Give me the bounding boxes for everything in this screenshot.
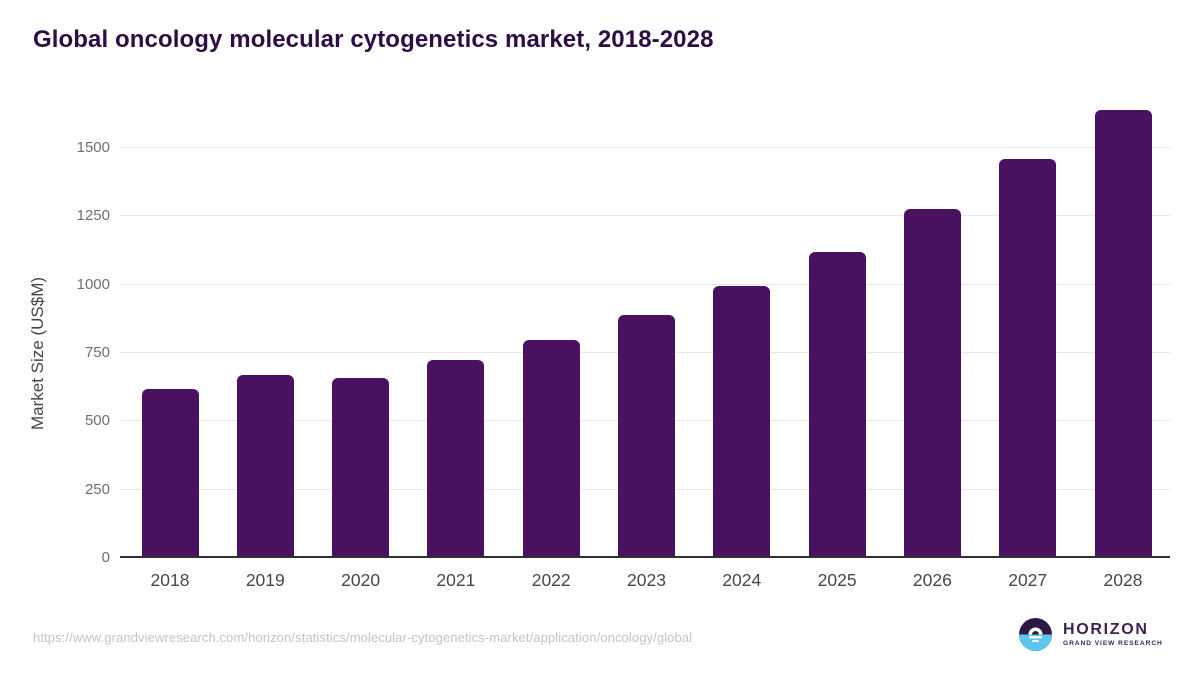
horizon-sun-icon [1019,618,1052,651]
x-tick-label-2025: 2025 [817,570,857,590]
x-tick-label-2028: 2028 [1103,570,1143,590]
x-axis-line [120,556,1170,558]
x-tick-label-2020: 2020 [341,570,381,590]
bar-2028 [1094,110,1152,557]
bar-2021 [427,360,485,557]
logo-text: HORIZON GRAND VIEW RESEARCH [1063,621,1163,648]
bar-2025 [808,252,866,557]
x-tick-label-2023: 2023 [627,570,666,590]
y-tick-label-1250: 1250 [76,207,110,225]
bar-2019 [236,375,294,557]
logo-brand: HORIZON [1063,621,1149,638]
gridline-1250 [120,215,1170,217]
logo-subtitle: GRAND VIEW RESEARCH [1063,640,1163,647]
bar-2020 [332,377,390,557]
x-tick-label-2021: 2021 [436,570,476,590]
y-tick-label-750: 750 [84,344,110,361]
y-tick-label-1000: 1000 [76,275,110,293]
bar-2024 [713,286,771,557]
bar-2022 [522,339,580,557]
bar-2026 [903,208,961,557]
horizon-logo: HORIZON GRAND VIEW RESEARCH [1019,618,1163,651]
x-tick-label-2019: 2019 [245,570,285,590]
chart-title: Global oncology molecular cytogenetics m… [33,26,714,53]
y-tick-label-250: 250 [84,480,110,498]
bar-2027 [999,159,1057,557]
source-url: https://www.grandviewresearch.com/horizo… [33,630,693,645]
x-tick-label-2027: 2027 [1008,570,1048,590]
x-tick-label-2024: 2024 [722,570,762,590]
bar-2023 [618,315,675,557]
y-tick-label-1500: 1500 [76,139,110,156]
x-tick-label-2022: 2022 [531,570,571,590]
y-tick-label-500: 500 [84,412,110,430]
gridline-1500 [120,147,1170,148]
x-tick-label-2026: 2026 [912,570,952,590]
x-tick-label-2018: 2018 [150,570,190,590]
y-tick-label-0: 0 [101,549,110,566]
plot-area [120,90,1170,558]
gridline-1000 [120,283,1170,285]
bar-2018 [141,388,199,557]
